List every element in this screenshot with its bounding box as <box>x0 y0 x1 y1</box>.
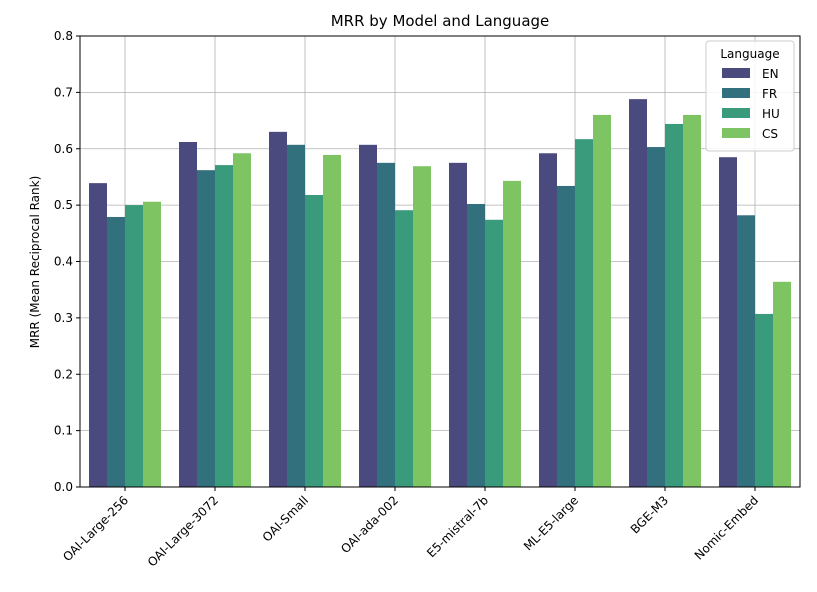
legend-label: EN <box>762 67 779 81</box>
bar-fr <box>467 203 485 487</box>
bar-en <box>179 141 197 488</box>
y-tick-label: 0.6 <box>54 142 73 156</box>
y-axis-label: MRR (Mean Reciprocal Rank) <box>28 176 42 349</box>
bar-fr <box>647 147 665 487</box>
y-tick-label: 0.3 <box>54 311 73 325</box>
bar-cs <box>773 281 791 487</box>
bar-fr <box>107 216 125 487</box>
legend-label: HU <box>762 107 780 121</box>
bar-cs <box>323 154 341 488</box>
y-tick-label: 0.4 <box>54 255 73 269</box>
x-tick-label: OAI-Large-256 <box>60 493 131 564</box>
bar-en <box>89 183 107 488</box>
bar-hu <box>305 194 323 488</box>
x-tick-label: OAI-ada-002 <box>338 493 401 556</box>
bar-cs <box>143 201 161 487</box>
bar-fr <box>557 185 575 487</box>
bar-hu <box>575 139 593 487</box>
bar-cs <box>593 114 611 488</box>
legend-swatch-en <box>722 68 750 78</box>
y-tick-label: 0.2 <box>54 367 73 381</box>
bar-hu <box>755 313 773 487</box>
y-tick-label: 0.1 <box>54 424 73 438</box>
bar-cs <box>233 153 251 487</box>
bar-fr <box>737 215 755 487</box>
y-tick-label: 0.0 <box>54 480 73 494</box>
bar-en <box>449 162 467 487</box>
legend-swatch-hu <box>722 108 750 118</box>
bar-hu <box>485 219 503 487</box>
bar-hu <box>215 165 233 487</box>
x-tick-label: OAI-Large-3072 <box>145 493 221 569</box>
legend: Language EN FR HU CS <box>705 40 795 152</box>
bar-hu <box>665 123 683 487</box>
bar-en <box>269 131 287 487</box>
y-tick-label: 0.5 <box>54 198 73 212</box>
bar-fr <box>197 170 215 488</box>
x-tick-label: Nomic-Embed <box>692 493 761 562</box>
legend-title: Language <box>720 47 779 61</box>
legend-label: FR <box>762 87 777 101</box>
bar-hu <box>395 210 413 488</box>
bar-fr <box>287 144 305 487</box>
legend-swatch-cs <box>722 128 750 138</box>
x-tick-label: E5-mistral-7b <box>424 493 491 560</box>
y-tick-label: 0.7 <box>54 85 73 99</box>
bar-en <box>719 157 737 488</box>
chart-title: MRR by Model and Language <box>331 12 550 30</box>
bar-cs <box>413 166 431 487</box>
bar-hu <box>125 205 143 487</box>
legend-label: CS <box>762 127 778 141</box>
legend-swatch-fr <box>722 88 750 98</box>
bar-cs <box>683 114 701 488</box>
bar-fr <box>377 162 395 487</box>
bar-cs <box>503 180 521 488</box>
y-tick-label: 0.8 <box>54 29 73 43</box>
x-tick-label: ML-E5-large <box>521 493 581 553</box>
bar-en <box>539 153 557 487</box>
bar-en <box>359 144 377 487</box>
bar-en <box>629 99 647 487</box>
x-tick-label: BGE-M3 <box>628 493 671 536</box>
x-tick-label: OAI-Small <box>260 493 311 544</box>
